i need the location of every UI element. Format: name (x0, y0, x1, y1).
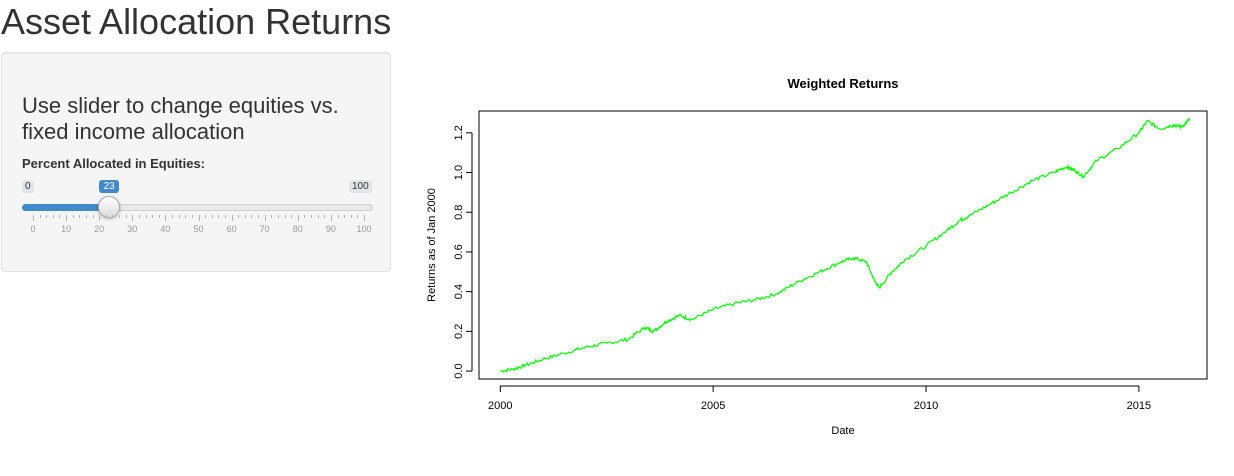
slider-tick (191, 215, 193, 218)
slider-value-badge: 23 (99, 180, 120, 193)
sidebar-heading: Use slider to change equities vs. fixed … (22, 93, 339, 144)
slider-tick (152, 215, 154, 218)
slider-tick-label: 40 (160, 224, 171, 234)
slider-tick (39, 215, 41, 218)
slider-tick (138, 215, 140, 218)
slider-tick (85, 215, 87, 218)
slider-tick (350, 215, 352, 218)
slider-tick (231, 215, 233, 221)
x-tick-label: 2005 (701, 400, 725, 412)
slider-tick (238, 215, 240, 218)
slider-tick (165, 215, 167, 221)
slider-tick (218, 215, 220, 218)
slider-tick-label: 60 (226, 224, 237, 234)
slider-tick (125, 215, 127, 218)
slider-fill-bar (22, 204, 110, 211)
series-line (500, 118, 1190, 374)
slider-tick (92, 215, 94, 218)
slider-tick (344, 215, 346, 218)
slider-tick (244, 215, 246, 218)
slider-handle[interactable] (98, 196, 121, 218)
slider-label: Percent Allocated in Equities: (22, 156, 206, 171)
slider-tick (311, 215, 313, 218)
slider-tick (99, 215, 101, 221)
x-axis-label: Date (831, 425, 854, 437)
slider-tick-label: 10 (61, 224, 72, 234)
slider-tick (66, 215, 68, 221)
slider-tick (46, 215, 48, 218)
slider-tick (145, 215, 147, 218)
y-tick-label: 1.2 (453, 125, 465, 140)
slider-tick-label: 80 (292, 224, 303, 234)
slider-tick (178, 215, 180, 218)
slider-tick (52, 215, 54, 218)
slider-tick (119, 215, 121, 218)
chart-title: Weighted Returns (788, 76, 899, 91)
x-tick-label: 2015 (1127, 400, 1151, 412)
page-title: Asset Allocation Returns (1, 1, 392, 42)
slider-tick (304, 215, 306, 218)
sidebar-panel: Use slider to change equities vs. fixed … (1, 52, 391, 272)
slider-tick-label: 100 (356, 224, 372, 234)
slider-tick (271, 215, 273, 218)
slider-tick (317, 215, 319, 218)
weighted-returns-chart: Weighted Returns 2000 2005 2010 2015 0.0 0.2… (426, 76, 1208, 437)
slider-tick (198, 215, 200, 221)
slider-tick (33, 215, 34, 221)
slider-tick-label: 30 (127, 224, 138, 234)
y-tick-label: 0.4 (453, 284, 465, 299)
slider-tick (158, 215, 160, 218)
slider-tick (211, 215, 213, 218)
slider-tick (205, 215, 207, 218)
slider-tick (364, 215, 365, 221)
slider-tick (185, 215, 187, 218)
y-tick-label: 0.6 (453, 244, 465, 259)
slider-tick (324, 215, 326, 218)
slider-tick (132, 215, 134, 221)
plot-frame (478, 110, 1208, 380)
slider-tick (357, 215, 359, 218)
slider-tick-label: 70 (259, 224, 270, 234)
slider-tick (330, 215, 332, 221)
slider-tick-label: 90 (325, 224, 336, 234)
slider-tick (337, 215, 339, 218)
y-tick-label: 1.0 (453, 165, 465, 180)
slider-tick-label: 20 (94, 224, 105, 234)
slider-tick (72, 215, 74, 218)
y-axis: 0.0 0.2 0.4 0.6 0.8 1.0 1.2 (453, 125, 473, 379)
y-tick-label: 0.8 (453, 205, 465, 220)
y-axis-label: Returns as of Jan 2000 (426, 188, 438, 302)
slider-tick (277, 215, 279, 218)
slider-tick-label: 0 (30, 224, 36, 234)
slider-max-badge: 100 (349, 180, 372, 193)
slider-tick (258, 215, 260, 218)
slider-tick-label: 50 (193, 224, 204, 234)
slider-min-badge: 0 (22, 180, 34, 193)
y-tick-label: 0.2 (453, 324, 465, 339)
slider-tick (79, 215, 81, 218)
slider-tick (251, 215, 253, 218)
y-tick-label: 0.0 (453, 363, 465, 378)
x-tick-label: 2010 (914, 400, 938, 412)
x-axis: 2000 2005 2010 2015 (488, 385, 1151, 412)
slider-tick (297, 215, 299, 221)
slider-tick (172, 215, 174, 218)
slider-tick (264, 215, 266, 221)
slider-tick (284, 215, 286, 218)
slider-tick (224, 215, 226, 218)
slider-tick (291, 215, 293, 218)
x-tick-label: 2000 (488, 400, 512, 412)
slider-tick (59, 215, 61, 218)
